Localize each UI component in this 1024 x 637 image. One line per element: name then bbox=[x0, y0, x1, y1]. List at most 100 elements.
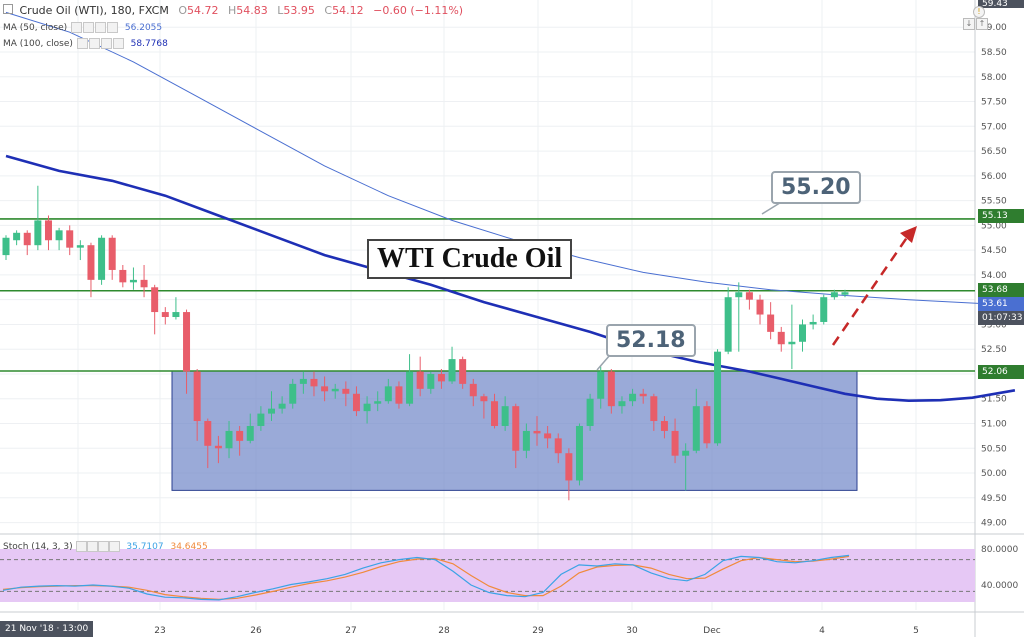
high-label: H bbox=[228, 4, 237, 17]
candle-body bbox=[799, 324, 806, 342]
candle-body bbox=[437, 373, 445, 382]
forecast-arrow-head bbox=[900, 226, 917, 243]
candle-body bbox=[406, 371, 414, 404]
candle-body bbox=[692, 406, 700, 451]
stoch-band bbox=[0, 549, 975, 602]
price-tag-53-68: 53.68 bbox=[978, 283, 1024, 297]
callout-pointer bbox=[596, 354, 611, 371]
candle-body bbox=[299, 378, 307, 384]
candle-body bbox=[756, 299, 764, 315]
close-icon[interactable] bbox=[107, 22, 119, 33]
candle-body bbox=[671, 430, 679, 456]
time-axis-tick: 30 bbox=[626, 626, 638, 636]
high-value: 54.83 bbox=[236, 4, 268, 17]
alert-icon[interactable]: ! bbox=[973, 6, 985, 18]
candle-body bbox=[820, 297, 828, 322]
candle-body bbox=[745, 292, 753, 300]
candle-body bbox=[522, 430, 530, 451]
candle-body bbox=[448, 359, 456, 382]
symbol-icon[interactable] bbox=[3, 4, 13, 14]
stoch-label: Stoch (14, 3, 3) bbox=[3, 542, 73, 552]
price-tag-52-06: 52.06 bbox=[978, 365, 1024, 379]
price-axis-tick: 50.50 bbox=[981, 444, 1007, 454]
candle-body bbox=[34, 220, 42, 246]
more-icon[interactable] bbox=[95, 22, 107, 33]
candle-body bbox=[66, 230, 74, 248]
candle-body bbox=[650, 396, 658, 422]
more-icon[interactable] bbox=[97, 541, 109, 552]
candle-body bbox=[352, 393, 360, 412]
settings-icon[interactable] bbox=[86, 541, 98, 552]
candle-body bbox=[321, 386, 329, 392]
candle-body bbox=[830, 292, 838, 298]
candle-body bbox=[289, 383, 297, 404]
close-icon[interactable] bbox=[108, 541, 120, 552]
candle-body bbox=[714, 351, 722, 444]
price-axis-tick: 55.00 bbox=[981, 221, 1007, 231]
ma50-legend[interactable]: MA (50, close) 56.2055 bbox=[3, 22, 162, 33]
eye-icon[interactable] bbox=[76, 38, 88, 49]
candle-body bbox=[214, 445, 222, 449]
candle-body bbox=[342, 388, 350, 394]
arrow-down-icon[interactable]: ↓ bbox=[963, 18, 975, 30]
stoch-legend[interactable]: Stoch (14, 3, 3) 35.7107 34.6455 bbox=[3, 541, 208, 552]
close-icon[interactable] bbox=[112, 38, 124, 49]
candle-body bbox=[607, 371, 615, 407]
candle-body bbox=[55, 230, 63, 241]
candle-body bbox=[777, 331, 785, 345]
candle-body bbox=[480, 396, 488, 402]
candle-body bbox=[172, 312, 180, 318]
candle-body bbox=[618, 401, 626, 407]
eye-icon[interactable] bbox=[71, 22, 83, 33]
open-value: 54.72 bbox=[187, 4, 219, 17]
time-axis-tick: 26 bbox=[250, 626, 262, 636]
candle-body bbox=[236, 430, 244, 441]
candle-body bbox=[183, 312, 191, 372]
symbol-header: Crude Oil (WTI), 180, FXCM O54.72 H54.83… bbox=[3, 4, 463, 17]
candle-body bbox=[13, 232, 21, 241]
stoch-axis-tick: 80.0000 bbox=[981, 545, 1018, 555]
candle-body bbox=[512, 406, 520, 451]
candle-body bbox=[140, 279, 148, 288]
candle-body bbox=[98, 237, 106, 280]
price-axis-tick: 57.50 bbox=[981, 98, 1007, 108]
candle-body bbox=[459, 359, 467, 384]
ma50-value: 56.2055 bbox=[124, 23, 163, 33]
settings-icon[interactable] bbox=[83, 22, 95, 33]
close-label: C bbox=[324, 4, 333, 17]
time-axis-tick: Dec bbox=[703, 626, 720, 636]
ma100-legend[interactable]: MA (100, close) 58.7768 bbox=[3, 38, 168, 49]
price-tag-53-61: 53.61 bbox=[978, 297, 1024, 311]
more-icon[interactable] bbox=[100, 38, 112, 49]
stoch-k-line bbox=[2, 554, 850, 601]
close-value: 54.12 bbox=[332, 4, 364, 17]
candle-body bbox=[395, 386, 403, 404]
low-label: L bbox=[277, 4, 284, 17]
price-axis-tick: 51.50 bbox=[981, 395, 1007, 405]
candle-body bbox=[544, 433, 552, 439]
settings-icon[interactable] bbox=[88, 38, 100, 49]
price-axis-tick: 54.50 bbox=[981, 246, 1007, 256]
candle-body bbox=[809, 321, 817, 325]
eye-icon[interactable] bbox=[75, 541, 87, 552]
price-axis-tick: 57.00 bbox=[981, 122, 1007, 132]
candle-body bbox=[788, 341, 796, 345]
forecast-arrow-line bbox=[831, 235, 910, 346]
price-tag-55-13: 55.13 bbox=[978, 209, 1024, 223]
candle-body bbox=[724, 297, 732, 352]
candle-body bbox=[841, 292, 849, 295]
low-value: 53.95 bbox=[283, 4, 315, 17]
candle-body bbox=[554, 438, 562, 454]
symbol-title[interactable]: Crude Oil (WTI), 180, FXCM bbox=[19, 4, 169, 17]
crosshair-time-tag: 21 Nov '18 · 13:00 bbox=[0, 621, 94, 637]
price-axis-tick: 56.50 bbox=[981, 147, 1007, 157]
candle-body bbox=[629, 393, 637, 402]
price-axis-tick: 58.00 bbox=[981, 73, 1007, 83]
time-axis-tick: 4 bbox=[819, 626, 825, 636]
price-axis-tick: 58.50 bbox=[981, 48, 1007, 58]
arrow-up-icon[interactable]: ↑ bbox=[976, 18, 988, 30]
candle-body bbox=[639, 393, 647, 397]
candle-body bbox=[310, 378, 318, 387]
candle-body bbox=[87, 245, 95, 280]
